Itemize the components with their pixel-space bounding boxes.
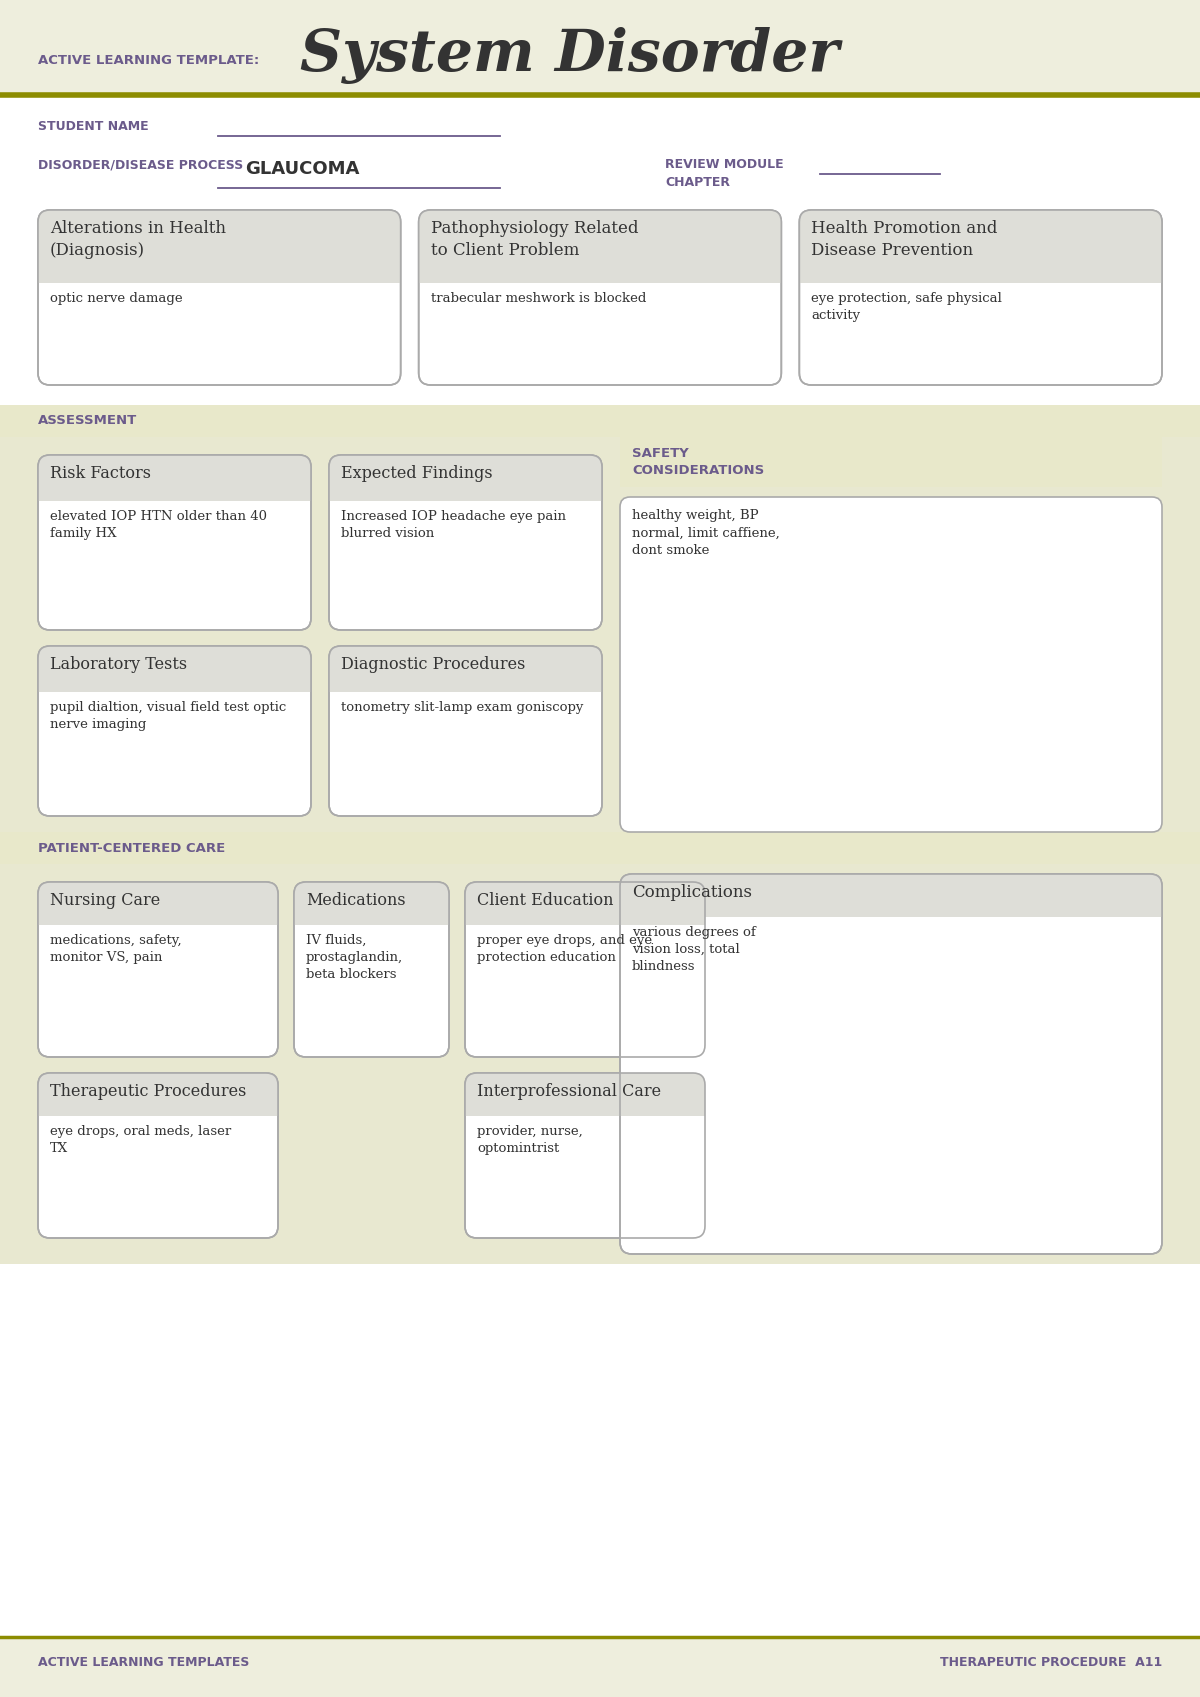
Bar bbox=[0, 406, 1200, 438]
Text: Diagnostic Procedures: Diagnostic Procedures bbox=[341, 657, 526, 674]
Text: proper eye drops, and eye
protection education: proper eye drops, and eye protection edu… bbox=[478, 933, 652, 964]
Text: ACTIVE LEARNING TEMPLATES: ACTIVE LEARNING TEMPLATES bbox=[38, 1656, 250, 1668]
FancyBboxPatch shape bbox=[799, 210, 1162, 385]
Text: Expected Findings: Expected Findings bbox=[341, 465, 493, 482]
Text: Therapeutic Procedures: Therapeutic Procedures bbox=[50, 1083, 246, 1100]
Bar bbox=[466, 1103, 706, 1117]
Text: pupil dialtion, visual field test optic
nerve imaging: pupil dialtion, visual field test optic … bbox=[50, 701, 287, 731]
FancyBboxPatch shape bbox=[329, 455, 602, 630]
Text: STUDENT NAME: STUDENT NAME bbox=[38, 120, 149, 132]
FancyBboxPatch shape bbox=[38, 647, 311, 691]
Text: Alterations in Health
(Diagnosis): Alterations in Health (Diagnosis) bbox=[50, 221, 226, 258]
Bar bbox=[294, 911, 449, 925]
Text: trabecular meshwork is blocked: trabecular meshwork is blocked bbox=[431, 292, 646, 305]
FancyBboxPatch shape bbox=[799, 210, 1162, 282]
Text: Complications: Complications bbox=[632, 884, 752, 901]
FancyBboxPatch shape bbox=[294, 882, 449, 923]
FancyBboxPatch shape bbox=[329, 455, 602, 501]
Text: IV fluids,
prostaglandin,
beta blockers: IV fluids, prostaglandin, beta blockers bbox=[306, 933, 403, 981]
Text: various degrees of
vision loss, total
blindness: various degrees of vision loss, total bl… bbox=[632, 927, 756, 972]
FancyBboxPatch shape bbox=[38, 882, 278, 923]
Text: Risk Factors: Risk Factors bbox=[50, 465, 151, 482]
Bar bbox=[0, 832, 1200, 864]
Text: ACTIVE LEARNING TEMPLATE:: ACTIVE LEARNING TEMPLATE: bbox=[38, 54, 259, 66]
FancyBboxPatch shape bbox=[38, 647, 311, 816]
Text: ASSESSMENT: ASSESSMENT bbox=[38, 414, 137, 428]
FancyBboxPatch shape bbox=[38, 1073, 278, 1115]
Text: tonometry slit-lamp exam goniscopy: tonometry slit-lamp exam goniscopy bbox=[341, 701, 583, 714]
FancyBboxPatch shape bbox=[620, 438, 1162, 487]
Bar bbox=[0, 864, 1200, 1264]
Text: Pathophysiology Related
to Client Problem: Pathophysiology Related to Client Proble… bbox=[431, 221, 638, 258]
FancyBboxPatch shape bbox=[38, 455, 311, 501]
FancyBboxPatch shape bbox=[466, 882, 706, 1057]
FancyBboxPatch shape bbox=[329, 647, 602, 691]
FancyBboxPatch shape bbox=[38, 210, 401, 385]
Bar bbox=[38, 911, 278, 925]
Text: provider, nurse,
optomintrist: provider, nurse, optomintrist bbox=[478, 1125, 583, 1156]
FancyBboxPatch shape bbox=[620, 874, 1162, 1254]
FancyBboxPatch shape bbox=[620, 874, 1162, 916]
FancyBboxPatch shape bbox=[38, 882, 278, 1057]
Bar bbox=[0, 1638, 1200, 1697]
FancyBboxPatch shape bbox=[466, 1073, 706, 1115]
FancyBboxPatch shape bbox=[294, 882, 449, 1057]
Text: Laboratory Tests: Laboratory Tests bbox=[50, 657, 187, 674]
Text: SAFETY
CONSIDERATIONS: SAFETY CONSIDERATIONS bbox=[632, 446, 764, 477]
Bar bbox=[38, 1103, 278, 1117]
Text: Medications: Medications bbox=[306, 893, 406, 910]
FancyBboxPatch shape bbox=[419, 210, 781, 385]
FancyBboxPatch shape bbox=[38, 455, 311, 630]
Text: eye drops, oral meds, laser
TX: eye drops, oral meds, laser TX bbox=[50, 1125, 232, 1156]
FancyBboxPatch shape bbox=[466, 882, 706, 923]
Text: eye protection, safe physical
activity: eye protection, safe physical activity bbox=[811, 292, 1002, 322]
Bar bbox=[419, 270, 781, 283]
Bar bbox=[38, 679, 311, 692]
Text: Client Education: Client Education bbox=[478, 893, 613, 910]
FancyBboxPatch shape bbox=[38, 1073, 278, 1239]
Text: DISORDER/DISEASE PROCESS: DISORDER/DISEASE PROCESS bbox=[38, 158, 244, 171]
Bar bbox=[0, 438, 1200, 832]
Text: elevated IOP HTN older than 40
family HX: elevated IOP HTN older than 40 family HX bbox=[50, 511, 266, 540]
Text: REVIEW MODULE
CHAPTER: REVIEW MODULE CHAPTER bbox=[665, 158, 784, 188]
Text: healthy weight, BP
normal, limit caffiene,
dont smoke: healthy weight, BP normal, limit caffien… bbox=[632, 509, 780, 557]
FancyBboxPatch shape bbox=[38, 210, 401, 282]
Text: THERAPEUTIC PROCEDURE  A11: THERAPEUTIC PROCEDURE A11 bbox=[940, 1656, 1162, 1668]
FancyBboxPatch shape bbox=[419, 210, 781, 282]
Bar bbox=[38, 270, 401, 283]
Text: Nursing Care: Nursing Care bbox=[50, 893, 161, 910]
Bar bbox=[329, 489, 602, 501]
FancyBboxPatch shape bbox=[329, 647, 602, 816]
Bar bbox=[0, 0, 1200, 95]
Text: optic nerve damage: optic nerve damage bbox=[50, 292, 182, 305]
Bar bbox=[38, 489, 311, 501]
FancyBboxPatch shape bbox=[620, 497, 1162, 832]
Text: GLAUCOMA: GLAUCOMA bbox=[245, 160, 359, 178]
Text: Interprofessional Care: Interprofessional Care bbox=[478, 1083, 661, 1100]
FancyBboxPatch shape bbox=[466, 1073, 706, 1239]
Text: PATIENT-CENTERED CARE: PATIENT-CENTERED CARE bbox=[38, 842, 226, 855]
Bar bbox=[620, 905, 1162, 916]
Text: System Disorder: System Disorder bbox=[300, 27, 839, 83]
Bar bbox=[466, 911, 706, 925]
Bar bbox=[799, 270, 1162, 283]
Text: Increased IOP headache eye pain
blurred vision: Increased IOP headache eye pain blurred … bbox=[341, 511, 566, 540]
Bar bbox=[329, 679, 602, 692]
Text: medications, safety,
monitor VS, pain: medications, safety, monitor VS, pain bbox=[50, 933, 181, 964]
Text: Health Promotion and
Disease Prevention: Health Promotion and Disease Prevention bbox=[811, 221, 997, 258]
